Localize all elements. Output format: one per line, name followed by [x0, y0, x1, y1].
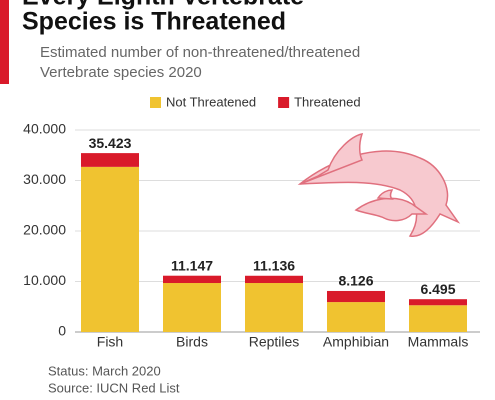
y-tick-label: 10.000 — [23, 272, 66, 288]
y-tick-label: 30.000 — [23, 171, 66, 187]
chart-subtitle: Vertebrate species 2020 — [40, 64, 202, 81]
bar-segment — [81, 153, 139, 167]
note: Source: IUCN Red List — [48, 380, 180, 395]
bar-segment — [327, 290, 385, 303]
x-tick-label: Mammals — [408, 334, 469, 350]
bar-segment — [245, 283, 303, 332]
x-tick-label: Amphibian — [323, 334, 389, 350]
chart-title: Species is Threatened — [22, 8, 286, 36]
total-label: 11.147 — [171, 257, 213, 273]
bar-segment — [409, 305, 467, 332]
total-label: 6.495 — [420, 281, 455, 297]
y-tick-label: 20.000 — [23, 222, 66, 238]
bar-segment — [163, 275, 221, 284]
dolphin-illustration — [297, 133, 461, 238]
bar-segment — [163, 283, 221, 332]
bar-segment — [327, 302, 385, 332]
legend-label: Threatened — [294, 94, 361, 109]
total-label: 11.136 — [253, 257, 295, 273]
bar-segment — [81, 166, 139, 332]
legend-label: Not Threatened — [166, 94, 256, 109]
y-tick-label: 40.000 — [23, 121, 66, 137]
total-label: 8.126 — [338, 273, 373, 289]
bar-segment — [409, 299, 467, 306]
note: Status: March 2020 — [48, 363, 161, 378]
x-tick-label: Fish — [97, 334, 123, 350]
chart-subtitle: Estimated number of non-threatened/threa… — [40, 44, 360, 61]
x-tick-label: Reptiles — [249, 334, 300, 350]
chart-title: Every Eighth Vertebrate — [22, 0, 304, 11]
accent-bar — [0, 0, 9, 84]
total-label: 35.423 — [89, 135, 132, 151]
bar-segment — [245, 275, 303, 284]
legend-swatch — [150, 97, 161, 108]
y-tick-label: 0 — [58, 323, 66, 339]
legend-swatch — [278, 97, 290, 108]
x-tick-label: Birds — [176, 334, 208, 350]
